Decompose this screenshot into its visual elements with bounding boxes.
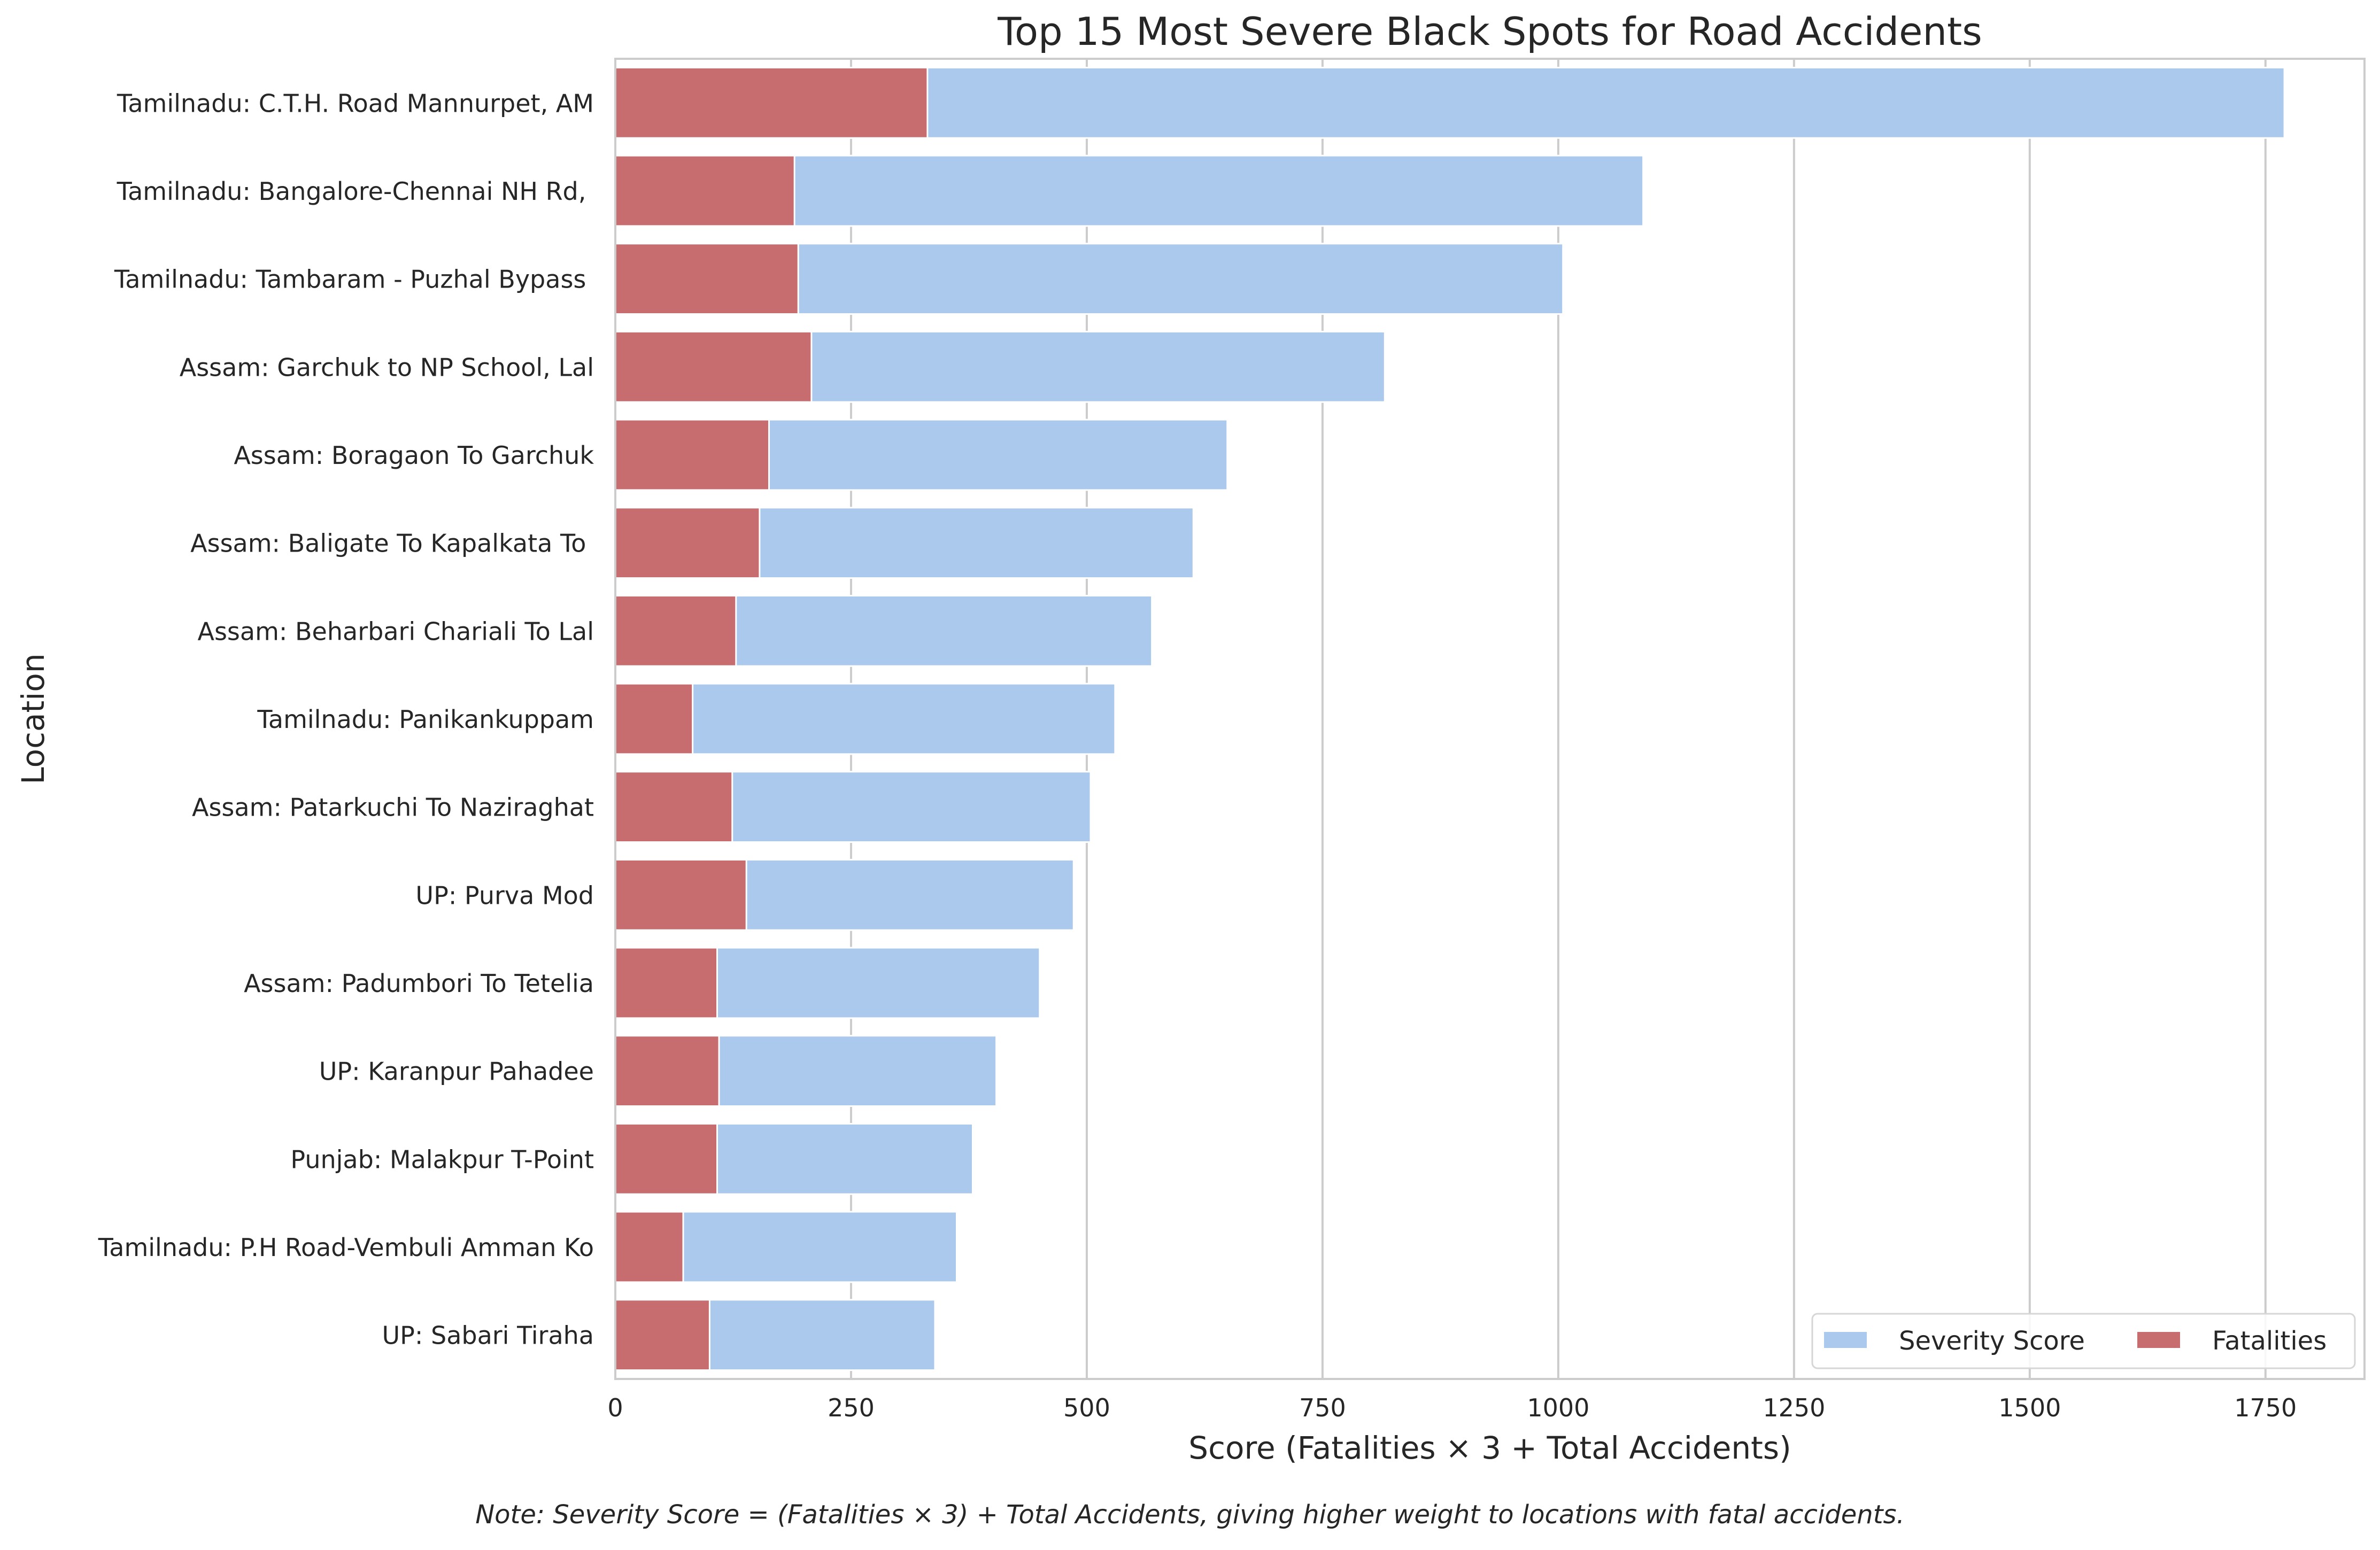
y-tick-label: Assam: Patarkuchi To Naziraghat [192,793,594,822]
bar-fatalities [614,1211,684,1283]
legend-label-severity-score: Severity Score [1899,1326,2085,1356]
y-tick-label: Tamilnadu: C.T.H. Road Mannurpet, AM [117,89,594,118]
x-tick-label: 1750 [2234,1393,2297,1422]
bar-fatalities [614,154,795,227]
bar-fatalities [614,858,747,931]
bar-fatalities [614,594,737,667]
bar-fatalities [614,771,733,843]
x-tick-label: 500 [1063,1393,1110,1422]
y-tick-label: Assam: Garchuk to NP School, Lal [180,353,594,382]
y-tick-label: Tamilnadu: P.H Road-Vembuli Amman Ko [98,1233,594,1262]
labels-layer: 0 250 500 750 1000 1250 1500 1750 Tamilnadu: C.T… [98,89,2297,1422]
bar-fatalities [614,1299,710,1371]
x-tick-label: 1000 [1527,1393,1589,1422]
y-tick-label: UP: Purva Mod [415,881,594,910]
x-tick-label: 1500 [1998,1393,2061,1422]
legend-frame [1811,1313,2356,1369]
y-tick-label: UP: Sabari Tiraha [382,1321,594,1350]
y-tick-label: Assam: Baligate To Kapalkata To [190,529,594,558]
legend-swatch-fatalities [2137,1332,2180,1348]
bar-fatalities [614,507,761,579]
y-axis-label: Location [15,653,51,784]
bar-fatalities [614,330,813,403]
bar-fatalities [614,243,799,315]
x-tick-label: 750 [1299,1393,1346,1422]
y-tick-label: Assam: Boragaon To Garchuk [234,441,594,470]
bar-severity-score [614,683,1116,755]
y-tick-label: Assam: Padumbori To Tetelia [244,969,594,998]
legend-swatch-severity-score [1824,1332,1867,1348]
bar-fatalities [614,1035,720,1107]
y-tick-label: Tamilnadu: Tambaram - Puzhal Bypass [114,265,594,294]
y-tick-label: UP: Karanpur Pahadee [319,1057,594,1086]
x-axis-label: Score (Fatalities × 3 + Total Accidents) [1188,1430,1791,1466]
plot-frame [614,58,2366,1380]
chart-title: Top 15 Most Severe Black Spots for Road … [997,9,1982,54]
x-tick-label: 1250 [1763,1393,1825,1422]
x-tick-label: 250 [828,1393,875,1422]
bar-fatalities [614,418,770,491]
bars-layer [614,66,2285,1371]
bar-fatalities [614,683,694,755]
footnote: Note: Severity Score = (Fatalities × 3) … [475,1500,1905,1530]
y-tick-label: Assam: Beharbari Chariali To Lal [197,617,594,646]
x-tick-label: 0 [607,1393,623,1422]
y-tick-label: Tamilnadu: Panikankuppam [257,705,594,734]
bar-fatalities [614,66,929,139]
legend: Severity Score Fatalities [1811,1313,2356,1369]
legend-label-fatalities: Fatalities [2212,1326,2327,1356]
bar-fatalities [614,1122,718,1195]
y-tick-label: Punjab: Malakpur T-Point [290,1145,594,1174]
y-tick-label: Tamilnadu: Bangalore-Chennai NH Rd, [117,177,594,206]
bar-fatalities [614,947,718,1019]
